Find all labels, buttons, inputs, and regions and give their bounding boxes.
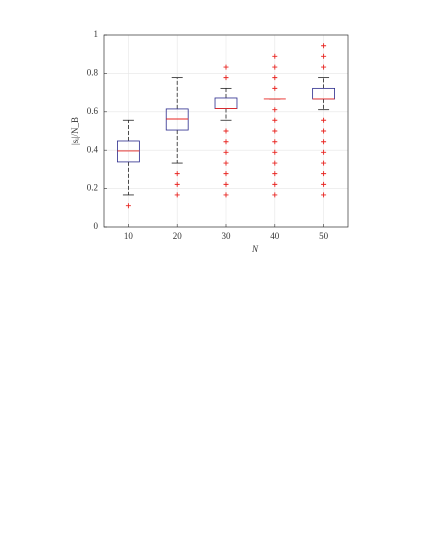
x-tick-label: 10	[124, 231, 134, 241]
x-tick-label: 50	[319, 231, 329, 241]
outlier	[321, 64, 327, 70]
outlier	[321, 53, 327, 59]
outlier	[321, 181, 327, 187]
outlier	[272, 139, 278, 145]
outlier	[321, 192, 327, 198]
outlier	[272, 53, 278, 59]
outlier	[174, 192, 180, 198]
outlier	[272, 117, 278, 123]
axes-frame	[103, 34, 349, 228]
y-tick-label: 0.8	[87, 67, 99, 77]
y-tick-label: 0	[94, 221, 99, 231]
outlier	[223, 171, 229, 177]
x-tick-label: 30	[222, 231, 232, 241]
x-tick-label: 40	[270, 231, 280, 241]
outlier	[321, 128, 327, 134]
outlier	[272, 192, 278, 198]
y-tick-label: 0.4	[87, 144, 99, 154]
y-axis-label: |sᵢ|/N_B	[70, 117, 80, 145]
outlier	[272, 75, 278, 81]
y-tick-label: 0.6	[87, 106, 99, 116]
outlier	[272, 64, 278, 70]
outlier	[174, 181, 180, 187]
x-axis-label: N	[251, 244, 259, 254]
outlier	[272, 128, 278, 134]
outlier	[321, 160, 327, 166]
y-tick-label: 1	[94, 29, 99, 39]
outlier	[321, 139, 327, 145]
outlier	[223, 75, 229, 81]
outlier	[272, 149, 278, 155]
outlier	[223, 192, 229, 198]
outlier	[272, 107, 278, 113]
outlier	[174, 171, 180, 177]
outlier	[223, 181, 229, 187]
outlier	[321, 117, 327, 123]
outlier	[321, 149, 327, 155]
outlier	[321, 171, 327, 177]
x-tick-label: 20	[173, 231, 183, 241]
outlier	[321, 43, 327, 49]
outlier	[223, 64, 229, 70]
outlier	[272, 171, 278, 177]
outlier	[223, 160, 229, 166]
outlier	[223, 128, 229, 134]
outlier	[272, 181, 278, 187]
outlier	[125, 203, 131, 209]
outlier	[223, 139, 229, 145]
outlier	[272, 85, 278, 91]
y-tick-label: 0.2	[87, 183, 98, 193]
outlier	[223, 149, 229, 155]
box	[117, 140, 140, 163]
outlier	[272, 160, 278, 166]
box	[165, 108, 189, 131]
